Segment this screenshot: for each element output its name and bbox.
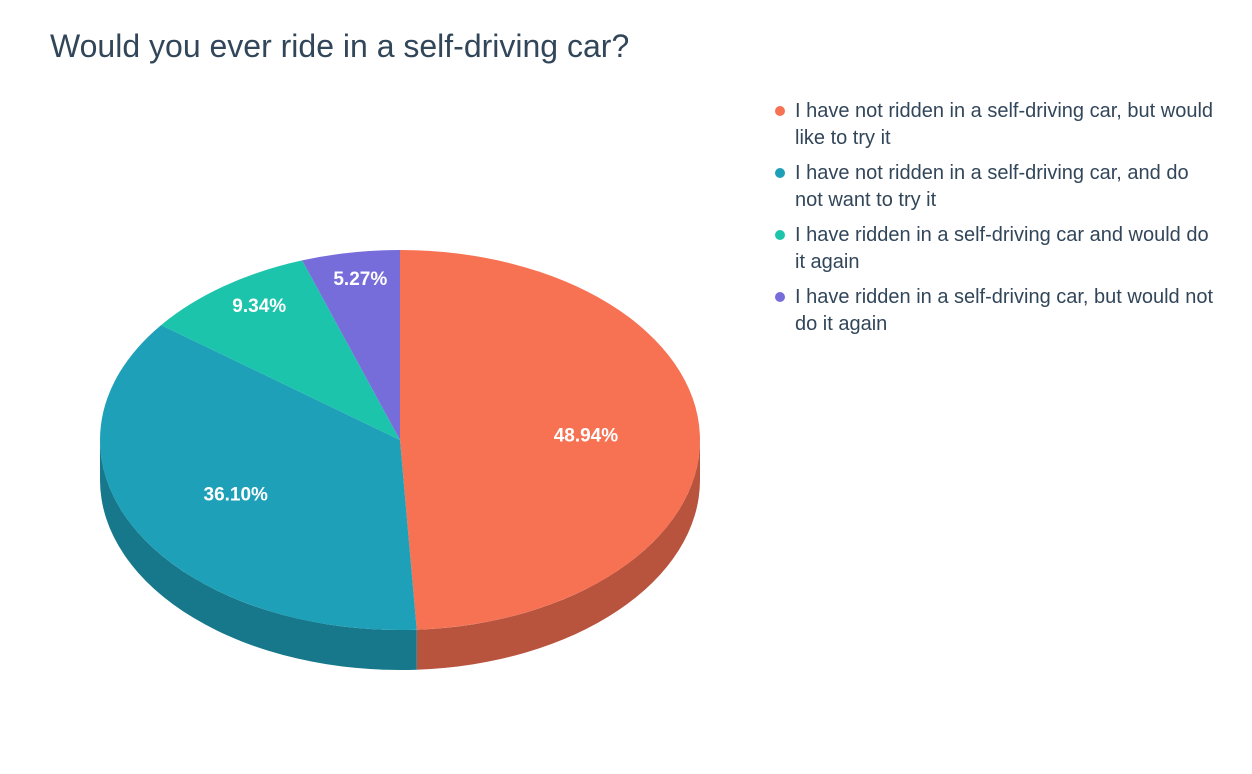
legend-bullet (775, 292, 785, 302)
legend-label: I have not ridden in a self-driving car,… (795, 160, 1215, 214)
pie-chart: 48.94% 36.10% 9.34% 5.27% (60, 110, 740, 730)
pie-slice-label: 48.94% (554, 426, 619, 447)
pie-slice-label: 5.27% (333, 269, 387, 290)
legend-item: I have ridden in a self-driving car and … (775, 222, 1215, 276)
legend-bullet (775, 230, 785, 240)
pie-slice-label: 9.34% (232, 296, 286, 317)
legend-label: I have ridden in a self-driving car, but… (795, 284, 1215, 338)
legend-bullet (775, 168, 785, 178)
legend-bullet (775, 106, 785, 116)
chart-title: Would you ever ride in a self-driving ca… (50, 28, 629, 65)
legend: I have not ridden in a self-driving car,… (775, 98, 1215, 346)
pie-slice-label: 36.10% (204, 484, 269, 505)
legend-label: I have not ridden in a self-driving car,… (795, 98, 1215, 152)
legend-label: I have ridden in a self-driving car and … (795, 222, 1215, 276)
legend-item: I have not ridden in a self-driving car,… (775, 98, 1215, 152)
legend-item: I have not ridden in a self-driving car,… (775, 160, 1215, 214)
legend-item: I have ridden in a self-driving car, but… (775, 284, 1215, 338)
